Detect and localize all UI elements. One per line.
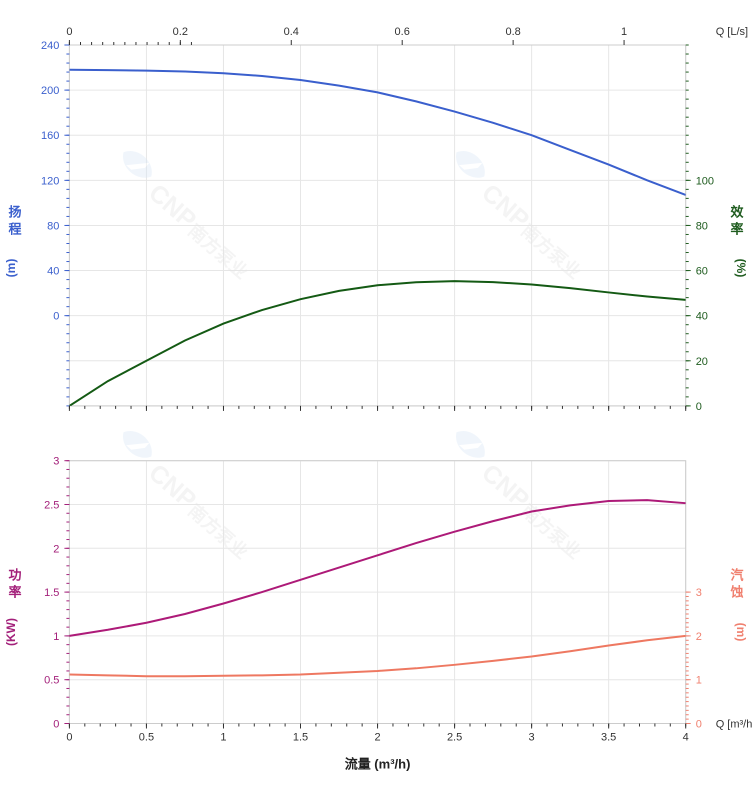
svg-text:Q [m³/h]: Q [m³/h] xyxy=(716,719,752,731)
svg-text:(m): (m) xyxy=(4,259,18,278)
svg-text:汽: 汽 xyxy=(730,568,743,583)
svg-text:3: 3 xyxy=(529,732,535,744)
svg-text:0: 0 xyxy=(53,719,59,731)
svg-text:1.5: 1.5 xyxy=(44,587,59,599)
svg-text:0: 0 xyxy=(53,311,59,323)
svg-text:蚀: 蚀 xyxy=(729,585,743,600)
svg-text:2.5: 2.5 xyxy=(44,500,59,512)
svg-text:4: 4 xyxy=(683,732,689,744)
svg-text:0.4: 0.4 xyxy=(284,26,299,38)
svg-text:(m): (m) xyxy=(734,623,748,642)
svg-text:40: 40 xyxy=(47,266,59,278)
svg-text:160: 160 xyxy=(41,130,59,142)
svg-text:0.8: 0.8 xyxy=(505,26,520,38)
svg-text:功: 功 xyxy=(8,568,21,583)
svg-text:效: 效 xyxy=(730,205,744,220)
svg-text:流量 (m³/h): 流量 (m³/h) xyxy=(345,757,411,772)
svg-text:3.5: 3.5 xyxy=(601,732,616,744)
svg-text:1.5: 1.5 xyxy=(293,732,308,744)
svg-text:3: 3 xyxy=(696,587,702,599)
svg-text:程: 程 xyxy=(8,222,21,237)
svg-text:2: 2 xyxy=(374,732,380,744)
svg-text:120: 120 xyxy=(41,175,59,187)
svg-text:率: 率 xyxy=(730,222,743,237)
svg-text:(%): (%) xyxy=(734,259,748,278)
svg-text:2: 2 xyxy=(53,543,59,555)
svg-text:(KW): (KW) xyxy=(4,618,18,646)
svg-text:200: 200 xyxy=(41,85,59,97)
svg-text:1: 1 xyxy=(621,26,627,38)
svg-text:1: 1 xyxy=(696,675,702,687)
svg-text:40: 40 xyxy=(696,311,708,323)
svg-text:0: 0 xyxy=(66,26,72,38)
svg-text:0: 0 xyxy=(696,401,702,413)
svg-text:3: 3 xyxy=(53,456,59,468)
svg-text:100: 100 xyxy=(696,175,714,187)
svg-text:60: 60 xyxy=(696,266,708,278)
svg-text:扬: 扬 xyxy=(8,205,21,220)
svg-text:240: 240 xyxy=(41,40,59,52)
svg-text:1: 1 xyxy=(220,732,226,744)
svg-text:2: 2 xyxy=(696,631,702,643)
svg-text:0.2: 0.2 xyxy=(173,26,188,38)
svg-text:0: 0 xyxy=(66,732,72,744)
svg-text:80: 80 xyxy=(696,220,708,232)
svg-text:0.5: 0.5 xyxy=(44,675,59,687)
svg-text:0.5: 0.5 xyxy=(139,732,154,744)
svg-text:80: 80 xyxy=(47,220,59,232)
svg-text:0: 0 xyxy=(696,719,702,731)
svg-text:20: 20 xyxy=(696,356,708,368)
svg-text:Q [L/s]: Q [L/s] xyxy=(716,26,748,38)
svg-text:2.5: 2.5 xyxy=(447,732,462,744)
svg-text:率: 率 xyxy=(8,585,21,600)
svg-text:0.6: 0.6 xyxy=(395,26,410,38)
svg-text:1: 1 xyxy=(53,631,59,643)
